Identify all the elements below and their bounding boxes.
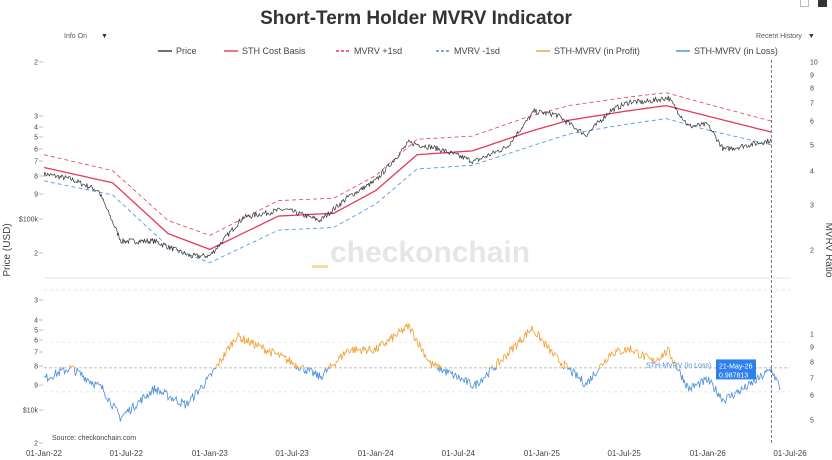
x-tick-label: 01-Jul-26 [773,449,807,458]
y2-tick-label: 4 [810,169,814,176]
y-tick-label: 2 [34,441,38,448]
y2-tick-label: 1 [810,332,814,339]
camera-icon[interactable] [800,0,809,7]
series-price [43,95,772,259]
y-tick-label: 9 [34,383,38,390]
series-mvrv-plus-1sd [43,92,772,236]
menu-icon[interactable] [818,0,827,7]
legend-label: MVRV +1sd [354,46,402,56]
x-tick-label: 01-Jan-24 [358,449,395,458]
legend-label: STH Cost Basis [242,46,306,56]
y2-tick-label: 3 [810,203,814,210]
series-mvrv-minus-1sd [43,118,772,264]
y2-tick-label: 5 [810,418,814,425]
chart-title: Short-Term Holder MVRV Indicator [260,8,572,29]
y-tick-label: 9 [34,192,38,199]
y2-tick-label: 9 [810,345,814,352]
dropdown-arrow-icon: ▼ [100,33,108,40]
y2-axis-title: MVRV Ratio [823,223,832,278]
y-axis-title: Price (USD) [2,223,13,276]
series-sth-mvrv-loss [43,366,781,422]
watermark-bar [312,265,328,268]
y-tick-label: 5 [34,135,38,142]
series-sth-cost-basis [43,104,772,251]
y2-tick-label: 7 [810,101,814,108]
y-tick-label: $10k [23,408,39,415]
legend: Price STH Cost Basis MVRV +1sd MVRV -1sd STH… [158,46,778,56]
legend-label: STH-MVRV (in Loss) [694,46,778,56]
series-sth-mvrv-profit [62,322,677,369]
x-tick-label: 01-Jul-23 [275,449,309,458]
x-tick-label: 01-Jul-24 [442,449,476,458]
y2-tick-label: 8 [810,360,814,367]
y-tick-label: $100k [19,217,39,224]
x-tick-label: 01-Jul-25 [607,449,641,458]
y2-tick-label: 9 [810,73,814,80]
x-tick-label: 01-Jan-22 [26,449,63,458]
axes: 2 3 4 5 6 7 8 9 $100k 2 3 4 5 6 7 8 9 $10k 2 10 9 8 7 6 5 4 3 2 1 9 8 7… [2,60,832,459]
legend-label: Price [176,46,197,56]
y-tick-label: 8 [34,174,38,181]
y2-tick-label: 10 [810,60,818,67]
y-tick-label: 8 [34,364,38,371]
x-tick-label: 01-Jan-26 [690,449,727,458]
info-toggle[interactable]: Info On ▼ [64,33,108,40]
y2-tick-label: 8 [810,86,814,93]
plot-lines [43,92,781,422]
annotation-box [716,359,756,380]
y2-tick-label: 6 [810,119,814,126]
y-tick-label: 7 [34,350,38,357]
y-tick-label: 4 [34,125,38,132]
x-tick-label: 01-Jan-23 [192,449,229,458]
y-tick-label: 3 [34,298,38,305]
y-tick-label: 6 [34,338,38,345]
range-select[interactable]: Recent History ▼ [756,33,815,40]
y2-tick-label: 2 [810,248,814,255]
y-tick-label: 6 [34,147,38,154]
y-tick-label: 2 [34,60,38,67]
annotation-date: 21-May-26 [719,363,753,370]
legend-label: STH-MVRV (in Profit) [554,46,640,56]
y-tick-label: 7 [34,159,38,166]
y-tick-label: 3 [34,114,38,121]
x-tick-label: 01-Jul-22 [110,449,144,458]
y-tick-label: 5 [34,328,38,335]
y2-tick-label: 6 [810,393,814,400]
annotations: STH-MVRV (in Loss) 21-May-26 0.987813 [646,359,756,380]
dropdown-arrow-icon: ▼ [807,33,815,40]
watermark: checkonchain [330,236,530,269]
source-text: Source: checkonchain.com [52,435,136,442]
x-tick-label: 01-Jan-25 [524,449,561,458]
y2-tick-label: 5 [810,143,814,150]
y2-tick-label: 7 [810,376,814,383]
legend-label: MVRV -1sd [454,46,500,56]
y-tick-label: 2 [34,251,38,258]
annotation-value: 0.987813 [719,372,748,379]
annotation-series-label: STH-MVRV (in Loss) [646,362,711,369]
y-tick-label: 4 [34,318,38,325]
